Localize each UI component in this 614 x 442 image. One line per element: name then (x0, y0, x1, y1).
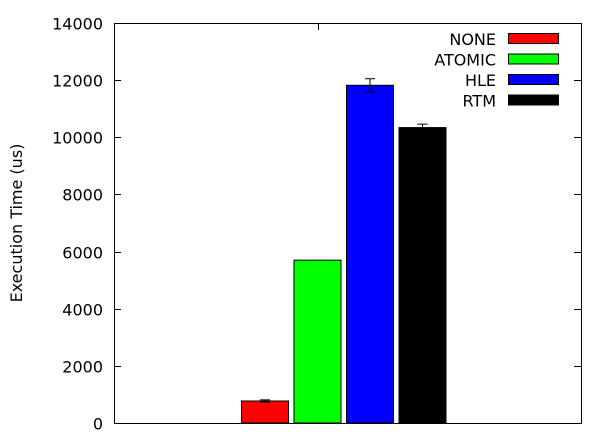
error-bars (260, 78, 428, 403)
y-tick-label: 2000 (62, 358, 103, 377)
y-tick-label: 12000 (52, 72, 103, 91)
y-tick-label: 14000 (52, 15, 103, 34)
plot-area-frame (114, 23, 582, 424)
bar-hle (346, 84, 394, 424)
legend-swatch-none (508, 33, 559, 44)
bars (241, 84, 447, 424)
legend-label-rtm: RTM (462, 92, 496, 111)
legend-label-atomic: ATOMIC (434, 51, 496, 70)
y-tick-label: 10000 (52, 129, 103, 148)
legend-swatch-atomic (508, 53, 559, 65)
bar-none (241, 400, 289, 424)
bar-rtm (398, 127, 447, 424)
y-axis-label: Execution Time (us) (7, 144, 26, 303)
bar-atomic (293, 259, 342, 424)
y-axis-ticks: 0 2000 4000 6000 8000 10000 12000 14000 (52, 15, 581, 434)
y-tick-label: 6000 (62, 244, 103, 263)
y-tick-label: 8000 (62, 186, 103, 205)
y-tick-label: 4000 (62, 301, 103, 320)
legend-swatch-hle (508, 74, 559, 85)
y-tick-label: 0 (93, 415, 103, 434)
legend-label-none: NONE (449, 30, 496, 49)
legend-swatch-rtm (508, 94, 559, 106)
legend-label-hle: HLE (465, 71, 496, 90)
